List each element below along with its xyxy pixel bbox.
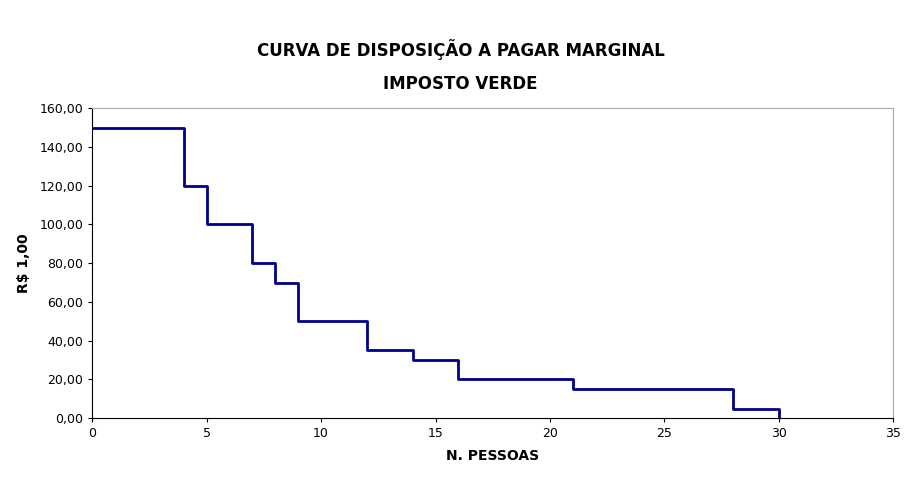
X-axis label: N. PESSOAS: N. PESSOAS xyxy=(446,449,540,462)
Text: CURVA DE DISPOSIÇÃO A PAGAR MARGINAL: CURVA DE DISPOSIÇÃO A PAGAR MARGINAL xyxy=(257,39,664,60)
Text: IMPOSTO VERDE: IMPOSTO VERDE xyxy=(383,75,538,92)
Y-axis label: R$ 1,00: R$ 1,00 xyxy=(17,233,31,293)
